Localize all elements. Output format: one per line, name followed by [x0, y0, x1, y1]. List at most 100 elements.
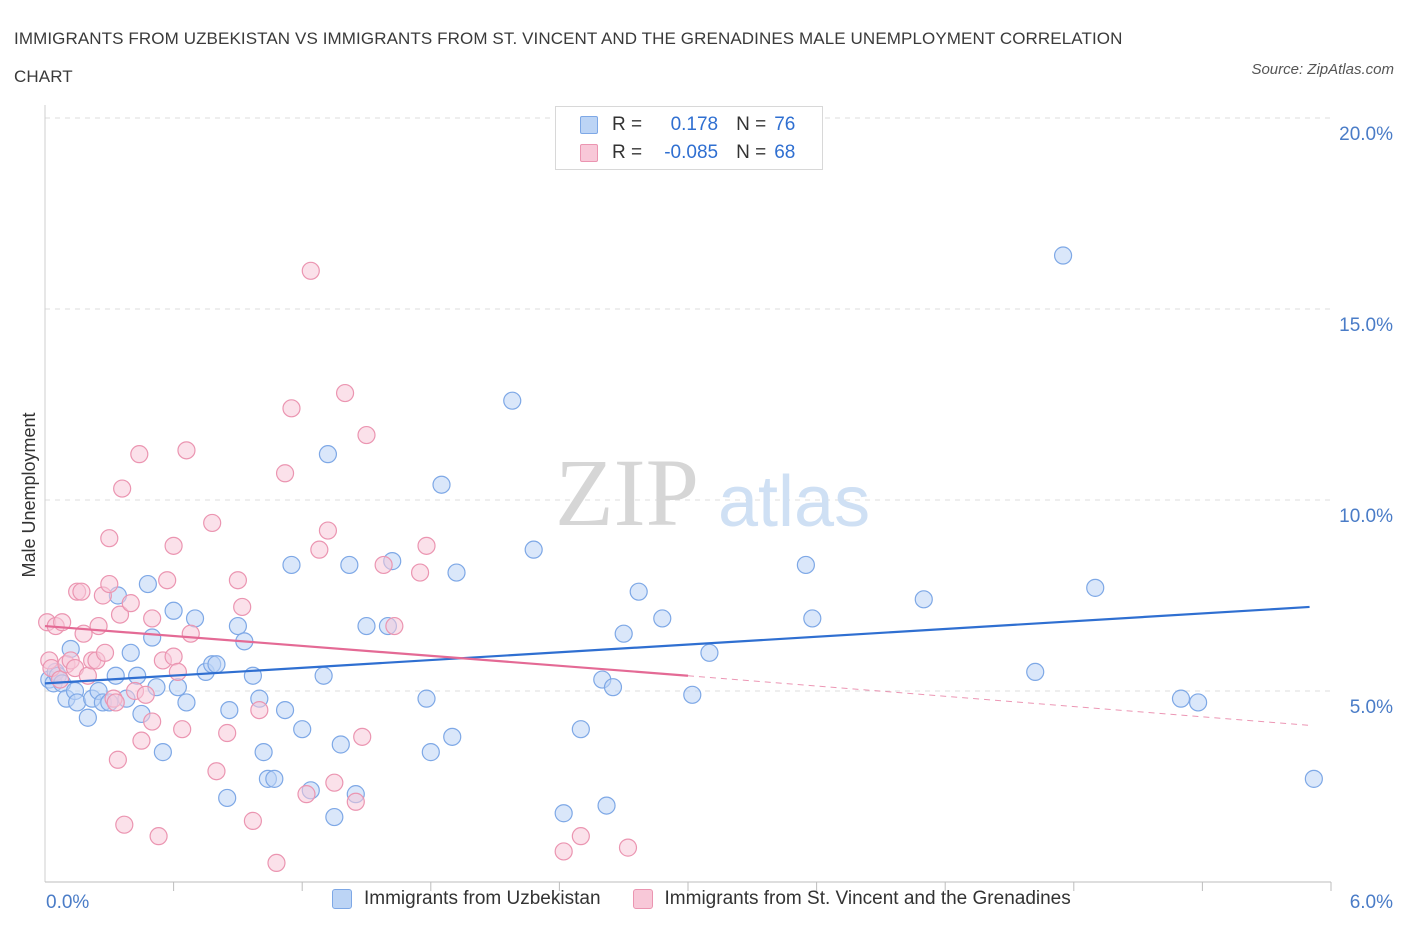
- data-point: [629, 582, 648, 601]
- chart-title: IMMIGRANTS FROM UZBEKISTAN VS IMMIGRANTS…: [14, 29, 1123, 86]
- data-point: [95, 643, 115, 662]
- data-point: [914, 590, 933, 609]
- watermark-atlas: atlas: [718, 462, 870, 542]
- data-point: [228, 571, 247, 590]
- data-point: [89, 616, 108, 636]
- data-point: [164, 647, 183, 666]
- legend-n-label: N =: [736, 114, 767, 135]
- data-point: [168, 678, 187, 697]
- legend-n-value: 68: [774, 142, 796, 163]
- legend-swatch-uzbekistan: [332, 889, 352, 909]
- legend-r-value: -0.085: [664, 142, 719, 163]
- data-point: [571, 720, 590, 739]
- data-point: [220, 700, 239, 720]
- data-point: [796, 555, 815, 575]
- data-point: [275, 464, 295, 483]
- data-point: [228, 616, 247, 636]
- data-point: [374, 555, 393, 575]
- data-point: [325, 773, 344, 792]
- data-point: [1086, 578, 1105, 597]
- legend-item-uzbekistan: Immigrants from Uzbekistan: [332, 888, 601, 910]
- data-point: [50, 670, 70, 689]
- data-point: [683, 685, 702, 704]
- data-point: [149, 827, 168, 846]
- data-point: [335, 383, 355, 403]
- data-point: [314, 666, 333, 685]
- data-point: [115, 815, 134, 834]
- trend-line-st-vincent: [44, 624, 689, 677]
- data-point: [653, 609, 672, 628]
- data-point: [130, 445, 149, 464]
- data-point: [100, 529, 119, 548]
- data-point: [597, 796, 616, 815]
- data-point: [353, 727, 372, 746]
- x-tick-labels: 0.0% 6.0%: [46, 892, 1393, 913]
- stats-legend: R = 0.178 N = 76 R = -0.085 N = 68: [555, 106, 823, 170]
- data-point: [275, 700, 295, 720]
- watermark-zip: ZIP: [555, 439, 699, 546]
- data-point: [177, 441, 196, 460]
- data-point: [318, 445, 338, 464]
- data-point: [310, 540, 329, 559]
- legend-swatch-st-vincent: [632, 889, 653, 909]
- data-point: [385, 616, 404, 636]
- data-point: [1189, 693, 1208, 712]
- source-note: Source: ZipAtlas.com: [1251, 61, 1394, 78]
- legend-r-label: R =: [612, 142, 643, 163]
- y-tick-label: 15.0%: [1339, 315, 1393, 336]
- data-point: [158, 571, 177, 590]
- data-point: [346, 792, 365, 811]
- data-point: [203, 513, 222, 533]
- data-point: [138, 574, 157, 594]
- series-legend: Immigrants from Uzbekistan Immigrants fr…: [332, 888, 1103, 910]
- data-point: [340, 555, 359, 575]
- data-point: [177, 693, 196, 712]
- data-point: [554, 842, 573, 861]
- data-point: [293, 720, 312, 739]
- trend-line-extension: [687, 675, 1310, 726]
- data-point: [207, 762, 226, 781]
- data-point: [700, 643, 719, 662]
- data-point: [233, 597, 252, 617]
- legend-n-label: N =: [736, 142, 767, 163]
- data-point: [72, 582, 91, 601]
- data-point: [265, 769, 284, 788]
- data-point: [108, 750, 127, 769]
- data-point: [432, 475, 451, 494]
- legend-label-uzbekistan: Immigrants from Uzbekistan: [364, 888, 601, 909]
- legend-r-value: 0.178: [670, 114, 719, 135]
- legend-n-value: 76: [774, 114, 796, 135]
- data-point: [68, 693, 87, 712]
- data-point: [168, 662, 187, 682]
- data-point: [325, 807, 344, 827]
- data-point: [153, 743, 172, 762]
- data-point: [128, 666, 147, 685]
- legend-swatch-st-vincent: [580, 144, 598, 162]
- legend-label-st-vincent: Immigrants from St. Vincent and the Gren…: [664, 888, 1071, 909]
- series-st-vincent-points: [38, 261, 638, 873]
- watermark: ZIP atlas: [555, 439, 870, 546]
- data-point: [1053, 246, 1073, 265]
- data-point: [110, 605, 130, 624]
- data-point: [136, 685, 155, 704]
- data-points: [38, 246, 1323, 873]
- data-point: [503, 391, 522, 410]
- data-point: [164, 536, 183, 555]
- data-point: [185, 609, 205, 628]
- data-point: [1171, 689, 1191, 708]
- axes: [44, 105, 1332, 891]
- data-point: [250, 700, 269, 720]
- data-point: [417, 689, 436, 708]
- data-point: [218, 723, 237, 743]
- legend-item-st-vincent: Immigrants from St. Vincent and the Gren…: [632, 888, 1071, 910]
- data-point: [524, 540, 543, 559]
- data-point: [318, 521, 338, 540]
- data-point: [282, 399, 301, 418]
- data-point: [554, 804, 573, 823]
- data-point: [121, 643, 140, 662]
- data-point: [218, 788, 237, 808]
- data-point: [143, 628, 162, 647]
- data-point: [301, 261, 320, 280]
- data-point: [254, 743, 273, 762]
- data-point: [297, 785, 316, 804]
